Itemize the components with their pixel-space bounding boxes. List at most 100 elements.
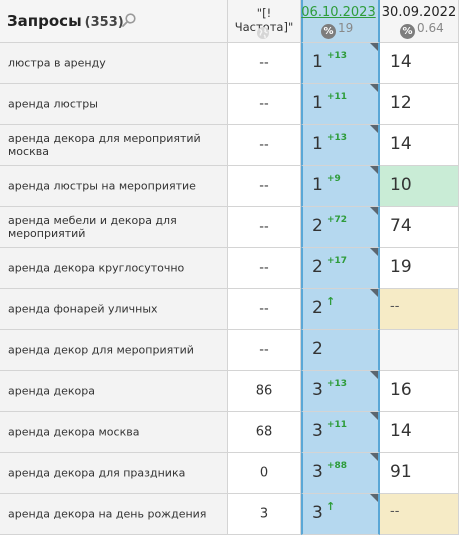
- frequency-cell: --: [228, 207, 301, 248]
- table-row: люстра в аренду -- 1 +13 14: [0, 43, 459, 84]
- query-cell[interactable]: аренда люстры на мероприятие: [0, 166, 228, 207]
- position-value: 2: [312, 298, 323, 318]
- date1-label[interactable]: 06.10.2023: [301, 5, 376, 20]
- position-cell-current[interactable]: 3 +88: [301, 453, 380, 494]
- query-text: аренда декора на день рождения: [8, 507, 207, 521]
- query-cell[interactable]: аренда декора москва: [0, 412, 228, 453]
- position-cell-previous[interactable]: 16: [380, 371, 459, 412]
- position-value: 2: [312, 257, 323, 277]
- position-cell-current[interactable]: 2 +72: [301, 207, 380, 248]
- table-row: аренда мебели и декора для мероприятий -…: [0, 207, 459, 248]
- frequency-cell: --: [228, 330, 301, 371]
- position-cell-current[interactable]: 1 +9: [301, 166, 380, 207]
- table-row: аренда декора для праздника 0 3 +88 91: [0, 453, 459, 494]
- position-cell-current[interactable]: 1 +13: [301, 125, 380, 166]
- frequency-cell: 0: [228, 453, 301, 494]
- position-cell-previous[interactable]: [380, 330, 459, 371]
- query-cell[interactable]: аренда декора для мероприятий москва: [0, 125, 228, 166]
- position-value: 3: [312, 462, 323, 482]
- frequency-cell: --: [228, 43, 301, 84]
- date1-percent-value: 19: [338, 21, 354, 35]
- position-cell-previous[interactable]: 19: [380, 248, 459, 289]
- position-cell-previous[interactable]: 74: [380, 207, 459, 248]
- frequency-value: --: [259, 219, 269, 235]
- previous-position-value: 12: [390, 93, 412, 113]
- query-text: люстра в аренду: [8, 56, 106, 70]
- position-value: 3: [312, 421, 323, 441]
- frequency-value: 3: [259, 506, 269, 522]
- queries-column-header[interactable]: Запросы (353): [0, 0, 228, 43]
- corner-marker-icon: [370, 248, 378, 256]
- date2-column-header[interactable]: 30.09.2022 % 0.64: [380, 0, 459, 43]
- frequency-value: 0: [259, 465, 269, 481]
- previous-position-value: 91: [390, 462, 412, 482]
- percent-icon: %: [400, 24, 415, 39]
- position-cell-current[interactable]: 2 ↑: [301, 289, 380, 330]
- position-value: 1: [312, 93, 323, 113]
- position-delta: +72: [327, 215, 348, 225]
- date2-percent-value: 0.64: [417, 21, 444, 35]
- table-row: аренда декора москва 68 3 +11 14: [0, 412, 459, 453]
- position-cell-previous[interactable]: --: [380, 289, 459, 330]
- query-cell[interactable]: аренда люстры: [0, 84, 228, 125]
- query-cell[interactable]: аренда декора: [0, 371, 228, 412]
- frequency-cell: --: [228, 166, 301, 207]
- previous-position-value: 74: [390, 216, 412, 236]
- position-cell-previous[interactable]: 14: [380, 43, 459, 84]
- position-cell-current[interactable]: 1 +13: [301, 43, 380, 84]
- date1-column-header[interactable]: 06.10.2023 % 19: [301, 0, 380, 43]
- position-cell-current[interactable]: 2 +17: [301, 248, 380, 289]
- position-delta: +13: [327, 133, 348, 143]
- table-row: аренда декора для мероприятий москва -- …: [0, 125, 459, 166]
- query-cell[interactable]: аренда декора для праздника: [0, 453, 228, 494]
- query-cell[interactable]: аренда мебели и декора для мероприятий: [0, 207, 228, 248]
- corner-marker-icon: [370, 84, 378, 92]
- query-text: аренда декора: [8, 384, 95, 398]
- position-cell-previous[interactable]: 91: [380, 453, 459, 494]
- frequency-cell: --: [228, 84, 301, 125]
- search-icon[interactable]: [121, 12, 137, 28]
- query-cell[interactable]: аренда декор для мероприятий: [0, 330, 228, 371]
- frequency-cell: 86: [228, 371, 301, 412]
- query-text: аренда декора для мероприятий москва: [8, 132, 201, 158]
- position-cell-previous[interactable]: 10: [380, 166, 459, 207]
- query-cell[interactable]: аренда декора круглосуточно: [0, 248, 228, 289]
- query-cell[interactable]: аренда декора на день рождения: [0, 494, 228, 535]
- query-text: аренда люстры на мероприятие: [8, 179, 196, 193]
- percent-icon: %: [321, 24, 336, 39]
- position-cell-previous[interactable]: 14: [380, 125, 459, 166]
- position-cell-current[interactable]: 3 +13: [301, 371, 380, 412]
- date2-label[interactable]: 30.09.2022: [381, 5, 457, 20]
- globe-icon[interactable]: [256, 26, 270, 40]
- position-delta: +11: [327, 92, 348, 102]
- position-cell-current[interactable]: 1 +11: [301, 84, 380, 125]
- position-cell-previous[interactable]: 14: [380, 412, 459, 453]
- frequency-cell: 68: [228, 412, 301, 453]
- query-text: аренда декора круглосуточно: [8, 261, 185, 275]
- frequency-value: --: [259, 260, 269, 276]
- frequency-column-header[interactable]: "[!Частота]": [228, 0, 301, 43]
- position-cell-current[interactable]: 3 +11: [301, 412, 380, 453]
- corner-marker-icon: [370, 207, 378, 215]
- position-cell-previous[interactable]: 12: [380, 84, 459, 125]
- previous-position-value: 19: [390, 257, 412, 277]
- corner-marker-icon: [370, 494, 378, 502]
- query-cell[interactable]: люстра в аренду: [0, 43, 228, 84]
- corner-marker-icon: [370, 412, 378, 420]
- previous-position-value: --: [390, 299, 400, 314]
- previous-position-value: --: [390, 504, 400, 519]
- table-row: аренда люстры -- 1 +11 12: [0, 84, 459, 125]
- table-row: аренда люстры на мероприятие -- 1 +9 10: [0, 166, 459, 207]
- position-cell-previous[interactable]: --: [380, 494, 459, 535]
- up-arrow-icon: ↑: [326, 500, 336, 513]
- position-cell-current[interactable]: 3 ↑: [301, 494, 380, 535]
- position-delta: +88: [327, 461, 348, 471]
- query-cell[interactable]: аренда фонарей уличных: [0, 289, 228, 330]
- frequency-cell: --: [228, 289, 301, 330]
- position-value: 1: [312, 52, 323, 72]
- table-body: люстра в аренду -- 1 +13 14 аренда люстры…: [0, 43, 459, 535]
- position-cell-current[interactable]: 2: [301, 330, 380, 371]
- previous-position-value: 14: [390, 52, 412, 72]
- corner-marker-icon: [370, 371, 378, 379]
